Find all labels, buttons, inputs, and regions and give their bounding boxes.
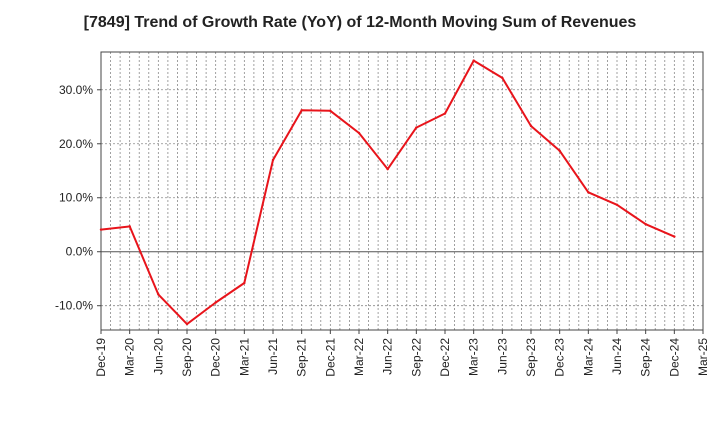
x-tick-label: Dec-22 — [438, 338, 452, 377]
x-tick-label: Sep-21 — [295, 338, 309, 377]
y-tick-label: -10.0% — [55, 299, 93, 313]
x-tick-label: Mar-21 — [237, 338, 251, 376]
y-tick-label: 10.0% — [59, 191, 93, 205]
data-point — [644, 222, 647, 226]
data-point — [271, 158, 275, 162]
data-point — [357, 131, 361, 135]
x-tick-label: Sep-24 — [639, 338, 653, 377]
x-tick-label: Mar-24 — [581, 338, 595, 376]
x-tick-label: Dec-20 — [209, 338, 223, 377]
x-tick-label: Dec-24 — [667, 338, 681, 377]
x-tick-label: Jun-22 — [381, 338, 395, 375]
x-tick-label: Dec-21 — [323, 338, 337, 377]
x-tick-label: Dec-23 — [553, 338, 567, 377]
data-point — [587, 191, 590, 194]
plot-border — [100, 51, 704, 331]
data-point — [329, 109, 332, 113]
y-tick-label: 20.0% — [59, 137, 93, 151]
x-tick-label: Mar-20 — [123, 338, 137, 376]
x-tick-label: Sep-20 — [180, 338, 194, 377]
data-point — [443, 112, 447, 115]
data-point — [99, 228, 103, 231]
data-point — [300, 109, 303, 112]
y-tick-label: 0.0% — [66, 245, 94, 259]
data-point — [673, 235, 676, 238]
x-tick-label: Dec-19 — [94, 338, 108, 377]
data-point — [243, 281, 246, 285]
data-point — [558, 149, 561, 152]
data-point — [501, 76, 504, 80]
x-tick-label: Jun-24 — [610, 338, 624, 375]
data-point — [529, 124, 533, 128]
x-tick-label: Sep-23 — [524, 338, 538, 377]
data-point — [472, 59, 475, 62]
data-point — [185, 322, 189, 326]
data-point — [157, 293, 160, 296]
plot-area — [101, 52, 703, 330]
data-point — [214, 301, 217, 304]
data-point — [415, 126, 418, 129]
x-tick-label: Jun-23 — [495, 338, 509, 375]
x-tick-label: Mar-25 — [696, 338, 710, 376]
x-tick-label: Jun-20 — [151, 338, 165, 375]
data-point — [128, 225, 131, 228]
data-point — [615, 203, 619, 206]
data-point — [386, 167, 389, 171]
x-tick-label: Sep-22 — [409, 338, 423, 377]
x-tick-label: Mar-23 — [467, 338, 481, 376]
chart-title: [7849] Trend of Growth Rate (YoY) of 12-… — [83, 14, 637, 31]
y-tick-label: 30.0% — [59, 83, 93, 97]
x-tick-label: Mar-22 — [352, 338, 366, 376]
x-tick-label: Jun-21 — [266, 338, 280, 375]
